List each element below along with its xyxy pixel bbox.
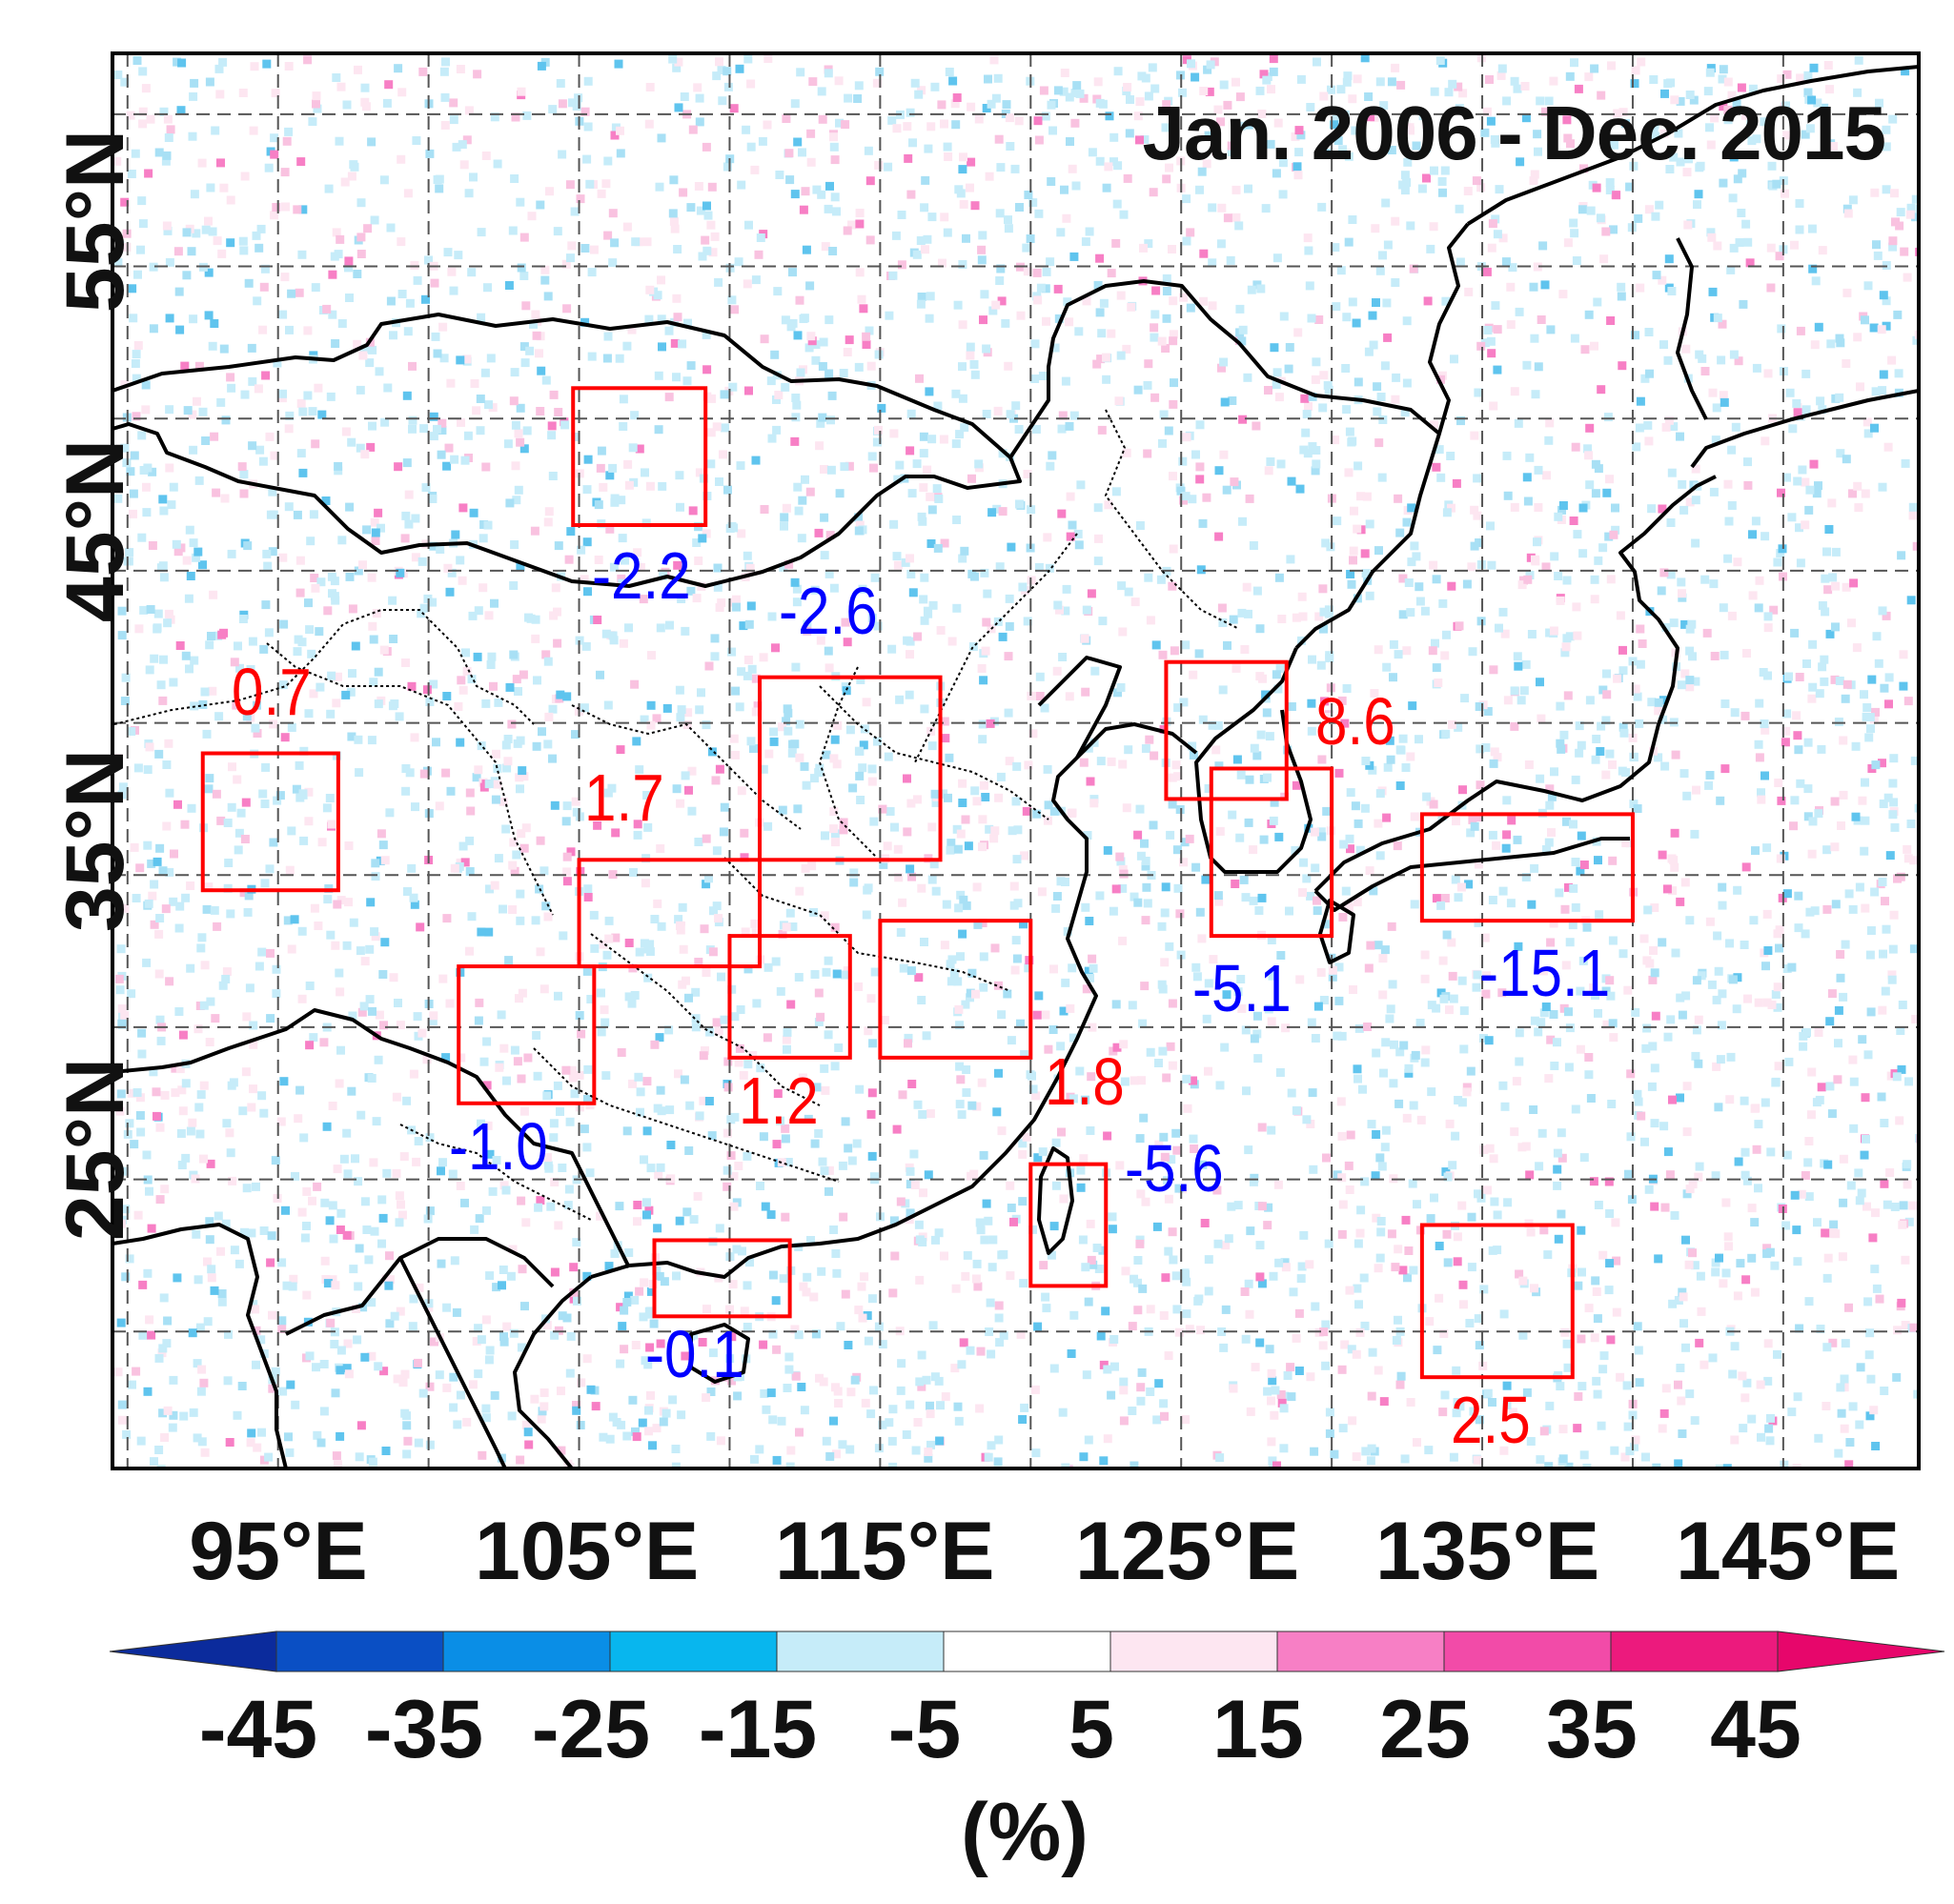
russia-far-east xyxy=(1428,222,1470,435)
lon-tick-125e: 125°E xyxy=(1075,1506,1300,1597)
colorbar-unit: (%) xyxy=(961,1787,1089,1878)
region-value-label: 8.6 xyxy=(1315,684,1395,759)
region-box xyxy=(652,1238,792,1319)
indochina-coast xyxy=(112,1223,288,1469)
hainan-island xyxy=(689,1323,750,1384)
colorbar-extend-high xyxy=(1777,1631,1945,1672)
region-box xyxy=(1028,1162,1109,1288)
map-title: Jan. 2006 - Dec. 2015 xyxy=(1142,91,1886,175)
colorbar-segment xyxy=(1610,1631,1779,1672)
colorbar-tick: 35 xyxy=(1546,1684,1638,1775)
region-value-label: 2.5 xyxy=(1451,1383,1531,1457)
indochina-border xyxy=(398,1257,507,1469)
colorbar-tick: 25 xyxy=(1379,1684,1471,1775)
lat-tick-45n: 45°N xyxy=(50,438,141,623)
region-value-label: -0.1 xyxy=(645,1317,744,1391)
map-frame xyxy=(111,51,1921,1470)
region-value-label: -5.1 xyxy=(1192,951,1292,1025)
se-asia-coast xyxy=(513,1275,593,1469)
region-value-label: 0.7 xyxy=(232,655,312,729)
region-box xyxy=(1419,812,1635,923)
colorbar-segment xyxy=(442,1631,611,1672)
region-box xyxy=(758,675,943,862)
lon-tick-105e: 105°E xyxy=(475,1506,700,1597)
colorbar-segment xyxy=(1443,1631,1612,1672)
region-boxes xyxy=(200,386,1635,1380)
colorbar-tick: 45 xyxy=(1710,1684,1801,1775)
region-box xyxy=(727,934,852,1060)
lon-tick-135e: 135°E xyxy=(1375,1506,1600,1597)
region-value-label: 1.7 xyxy=(584,760,664,835)
ne-china-border xyxy=(1008,279,1441,650)
colorbar xyxy=(109,1631,1945,1672)
colorbar-segment xyxy=(1276,1631,1445,1672)
region-value-label: 1.8 xyxy=(1045,1044,1125,1119)
coastlines-and-borders xyxy=(112,65,1919,1469)
colorbar-tick: 15 xyxy=(1212,1684,1304,1775)
colorbar-segment xyxy=(1109,1631,1278,1672)
lat-tick-25n: 25°N xyxy=(50,1057,141,1242)
region-value-label: -2.2 xyxy=(592,538,691,613)
mongolia-border xyxy=(112,313,1022,588)
colorbar-segment xyxy=(943,1631,1111,1672)
region-box xyxy=(878,919,1033,1060)
western-border xyxy=(112,1008,631,1268)
region-box xyxy=(571,386,708,527)
anomaly-field xyxy=(112,53,1919,1469)
lat-lon-grid xyxy=(112,53,1919,1469)
sakhalin-island xyxy=(1676,237,1708,420)
japan-coast xyxy=(1313,475,1717,893)
region-value-label: -1.0 xyxy=(449,1109,548,1184)
hokkaido-island xyxy=(1690,389,1919,469)
colorbar-tick: -35 xyxy=(364,1684,484,1775)
lon-tick-95e: 95°E xyxy=(189,1506,368,1597)
colorbar-segment xyxy=(609,1631,778,1672)
region-box xyxy=(1419,1223,1575,1380)
lon-tick-145e: 145°E xyxy=(1676,1506,1901,1597)
kyushu-island xyxy=(1318,899,1355,964)
colorbar-tick: -45 xyxy=(198,1684,318,1775)
region-box xyxy=(577,858,763,969)
region-value-label: 1.2 xyxy=(739,1063,819,1138)
region-box xyxy=(457,964,597,1105)
korea-coast xyxy=(1194,647,1313,874)
colorbar-tick: -5 xyxy=(887,1684,962,1775)
region-value-label: -5.6 xyxy=(1125,1131,1224,1205)
colorbar-tick: 5 xyxy=(1069,1684,1114,1775)
colorbar-tick: -15 xyxy=(698,1684,818,1775)
colorbar-tick: -25 xyxy=(531,1684,651,1775)
lon-tick-115e: 115°E xyxy=(775,1506,995,1597)
lat-tick-55n: 55°N xyxy=(50,129,141,314)
bohai-coast xyxy=(1037,656,1122,759)
region-value-label: -2.6 xyxy=(779,574,878,648)
colorbar-segment xyxy=(776,1631,945,1672)
lat-tick-35n: 35°N xyxy=(50,748,141,933)
china-coast xyxy=(590,722,1198,1279)
region-box xyxy=(200,751,340,893)
province-borders xyxy=(113,409,1240,1221)
region-box xyxy=(1209,766,1334,939)
colorbar-segment xyxy=(275,1631,444,1672)
region-value-label: -15.1 xyxy=(1479,936,1611,1010)
vietnam-border xyxy=(285,1237,555,1336)
japan-south-coast xyxy=(1313,837,1630,912)
region-box xyxy=(1164,659,1289,801)
okhotsk-coast xyxy=(1466,65,1919,226)
colorbar-extend-low xyxy=(109,1631,277,1672)
